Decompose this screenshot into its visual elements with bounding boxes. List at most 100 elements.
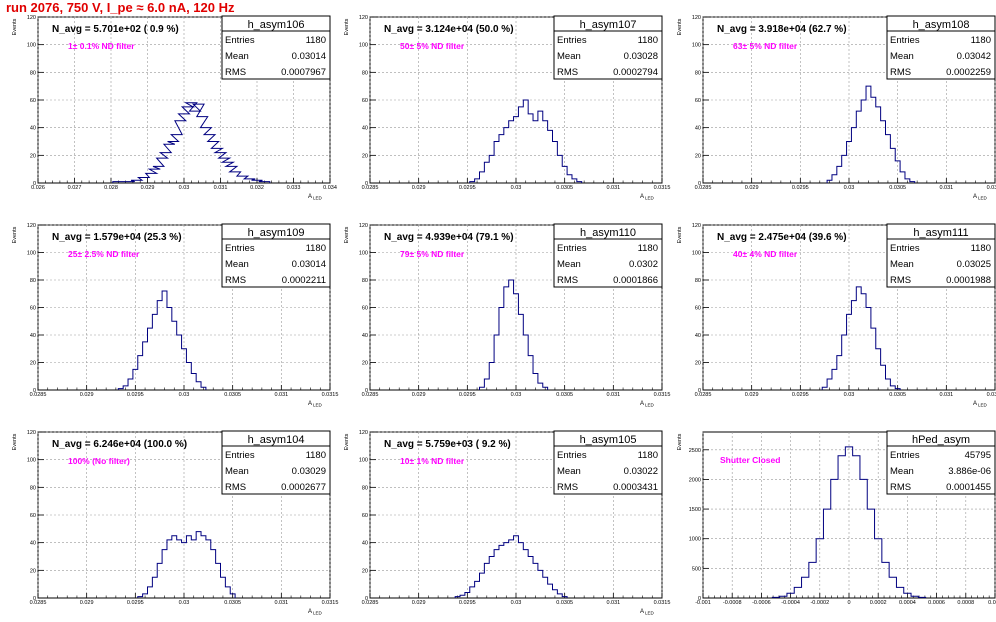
stats-box (553, 15, 663, 80)
y-tick-label: 80 (695, 70, 701, 76)
x-tick-label: 0.034 (323, 185, 337, 191)
n-avg-label: N_avg = 2.475e+04 (39.6 %) (717, 232, 847, 243)
y-tick-label: 20 (362, 568, 368, 574)
histogram-series (112, 102, 271, 183)
stat-value: 1180 (306, 243, 326, 254)
x-tick-label: 0.027 (68, 185, 82, 191)
y-tick-label: 20 (695, 361, 701, 367)
n-avg-label: N_avg = 5.759e+03 ( 9.2 %) (384, 439, 511, 450)
x-tick-label: 0.03 (511, 392, 522, 398)
y-tick-label: 0 (698, 596, 701, 602)
x-tick-label: 0.031 (939, 185, 953, 191)
y-tick-label: 40 (695, 126, 701, 132)
y-tick-label: 80 (695, 278, 701, 284)
stat-value: 0.0001455 (946, 482, 991, 493)
x-tick-label: 0.029 (412, 392, 426, 398)
y-tick-label: 100 (359, 43, 368, 49)
x-tick-label: 0.0305 (556, 600, 573, 606)
stat-label: Entries (225, 243, 255, 254)
x-tick-label: 0.0305 (224, 600, 241, 606)
y-tick-label: 100 (27, 43, 36, 49)
n-avg-label: N_avg = 5.701e+02 ( 0.9 %) (52, 24, 179, 35)
stat-label: RMS (557, 275, 578, 286)
x-tick-label: 0.032 (250, 185, 264, 191)
stat-label: Entries (225, 35, 255, 46)
stat-label: Mean (890, 259, 914, 270)
histogram-panel-h_asym111: 0.0285 0.029 0.0295 0.03 0.0305 0.031 0.0315 0 2… (677, 223, 996, 408)
stat-label: Mean (225, 466, 249, 477)
y-tick-label: 0 (365, 596, 368, 602)
y-tick-label: 100 (692, 43, 701, 49)
x-tick-label: 0.0285 (695, 392, 712, 398)
y-tick-label: 20 (30, 568, 36, 574)
stat-label: Mean (225, 259, 249, 270)
histogram-series (117, 290, 207, 390)
x-tick-label: 0.0006 (928, 600, 945, 606)
n-avg-label: N_avg = 3.918e+04 (62.7 %) (717, 24, 847, 35)
stat-value: 0.0002794 (613, 67, 658, 78)
x-tick-label: -0.0008 (723, 600, 742, 606)
y-axis-label: Events (12, 226, 18, 243)
y-tick-label: 120 (359, 15, 368, 21)
y-tick-label: 40 (30, 333, 36, 339)
y-tick-label: 120 (27, 223, 36, 229)
y-tick-label: 120 (692, 15, 701, 21)
y-tick-label: 40 (362, 126, 368, 132)
y-tick-label: 20 (695, 153, 701, 159)
x-tick-label: 0.03 (179, 600, 190, 606)
x-tick-label: 0.026 (31, 185, 45, 191)
y-tick-label: 0 (365, 181, 368, 187)
n-avg-label: N_avg = 6.246e+04 (100.0 %) (52, 439, 187, 450)
x-tick-label: 0.0315 (654, 185, 671, 191)
x-tick-label: 0.0285 (362, 392, 379, 398)
y-tick-label: 20 (362, 153, 368, 159)
y-tick-label: 80 (30, 485, 36, 491)
y-tick-label: 100 (692, 251, 701, 257)
y-tick-label: 0 (698, 388, 701, 394)
x-tick-label: 0.028 (104, 185, 118, 191)
stat-value: 0.03022 (624, 466, 658, 477)
x-tick-label: 0.0315 (322, 600, 339, 606)
y-tick-label: 120 (27, 430, 36, 436)
y-tick-label: 500 (692, 566, 701, 572)
histogram-series (771, 446, 927, 598)
x-tick-label: 0.0315 (987, 392, 996, 398)
filter-note: 63± 5% ND filter (733, 41, 798, 51)
y-tick-label: 100 (27, 251, 36, 257)
stat-label: Entries (890, 450, 920, 461)
y-tick-label: 60 (362, 306, 368, 312)
stat-value: 0.03014 (292, 51, 326, 62)
x-tick-label: 0.029 (141, 185, 155, 191)
y-tick-label: 60 (695, 306, 701, 312)
stat-label: RMS (890, 67, 911, 78)
x-tick-label: 0.029 (745, 185, 759, 191)
y-tick-label: 120 (27, 15, 36, 21)
stats-box (221, 430, 331, 495)
x-tick-label: 0.0315 (654, 392, 671, 398)
x-tick-label: 0.03 (179, 392, 190, 398)
stat-value: 0.03029 (292, 466, 326, 477)
stat-value: 0.0302 (629, 259, 658, 270)
filter-note: 1± 0.1% ND filter (68, 41, 135, 51)
y-tick-label: 60 (30, 513, 36, 519)
y-tick-label: 0 (33, 596, 36, 602)
x-axis-label: ALED (308, 194, 323, 201)
stats-box (886, 430, 996, 495)
stat-value: 0.03028 (624, 51, 658, 62)
y-tick-label: 1000 (689, 537, 701, 543)
histogram-panel-hPed_asym: -0.001 -0.0008 -0.0006 -0.0004 -0.0002 0 0.000… (677, 430, 996, 606)
x-tick-label: 0.033 (287, 185, 301, 191)
y-tick-label: 60 (362, 513, 368, 519)
x-tick-label: 0.0295 (459, 392, 476, 398)
stat-label: Mean (225, 51, 249, 62)
stat-label: Entries (225, 450, 255, 461)
filter-note: 10± 1% ND filter (400, 456, 465, 466)
stats-box (886, 223, 996, 288)
x-tick-label: 0.0008 (957, 600, 974, 606)
x-tick-label: 0.031 (214, 185, 228, 191)
y-axis-label: Events (677, 226, 683, 243)
x-tick-label: -0.0004 (781, 600, 800, 606)
histogram-panel-h_asym105: 0.0285 0.029 0.0295 0.03 0.0305 0.031 0.0315 0 2… (344, 430, 670, 616)
stat-label: Mean (890, 51, 914, 62)
x-tick-label: 0.03 (511, 185, 522, 191)
